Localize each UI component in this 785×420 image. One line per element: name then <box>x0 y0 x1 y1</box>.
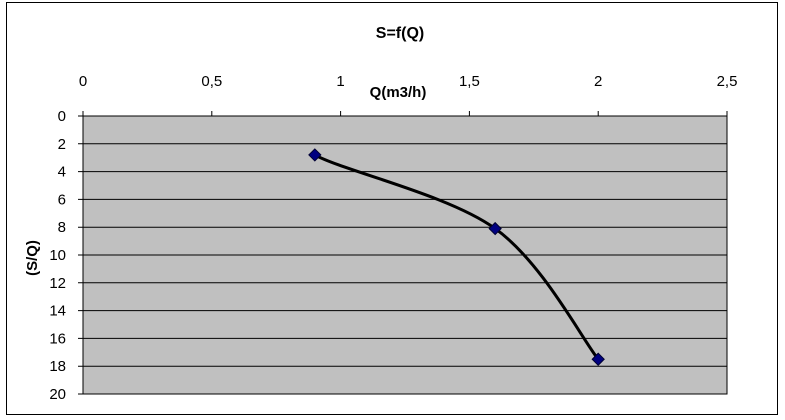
x-tick-labels: 0 0,5 1 1,5 2 2,5 <box>79 73 738 116</box>
gridlines <box>78 115 727 395</box>
y-tick-label: 2 <box>58 136 66 153</box>
y-tick-label: 4 <box>58 164 66 181</box>
data-point-marker <box>308 148 322 162</box>
x-tick-label: 0 <box>79 73 87 90</box>
x-tick-label: 2 <box>594 73 602 90</box>
x-tick-label: 1,5 <box>459 73 480 90</box>
y-tick-label: 20 <box>49 386 66 403</box>
x-tick-label: 1 <box>336 73 344 90</box>
y-tick-label: 0 <box>58 108 66 125</box>
y-tick-labels: 0 2 4 6 8 10 12 14 16 18 20 <box>49 108 66 403</box>
data-point-marker <box>591 352 605 366</box>
x-tick-label: 2,5 <box>717 73 738 90</box>
y-tick-label: 12 <box>49 275 66 292</box>
y-tick-label: 16 <box>49 330 66 347</box>
y-tick-label: 14 <box>49 303 66 320</box>
y-tick-label: 6 <box>58 191 66 208</box>
chart-title: S=f(Q) <box>376 25 424 42</box>
x-tick-label: 0,5 <box>201 73 222 90</box>
series-points <box>308 148 605 366</box>
y-axis-title: (S/Q) <box>24 240 41 276</box>
data-point-marker <box>488 221 502 236</box>
y-tick-label: 18 <box>49 358 66 375</box>
x-axis-title: Q(m3/h) <box>370 84 427 101</box>
y-tick-label: 8 <box>58 219 66 236</box>
y-tick-label: 10 <box>49 247 66 264</box>
